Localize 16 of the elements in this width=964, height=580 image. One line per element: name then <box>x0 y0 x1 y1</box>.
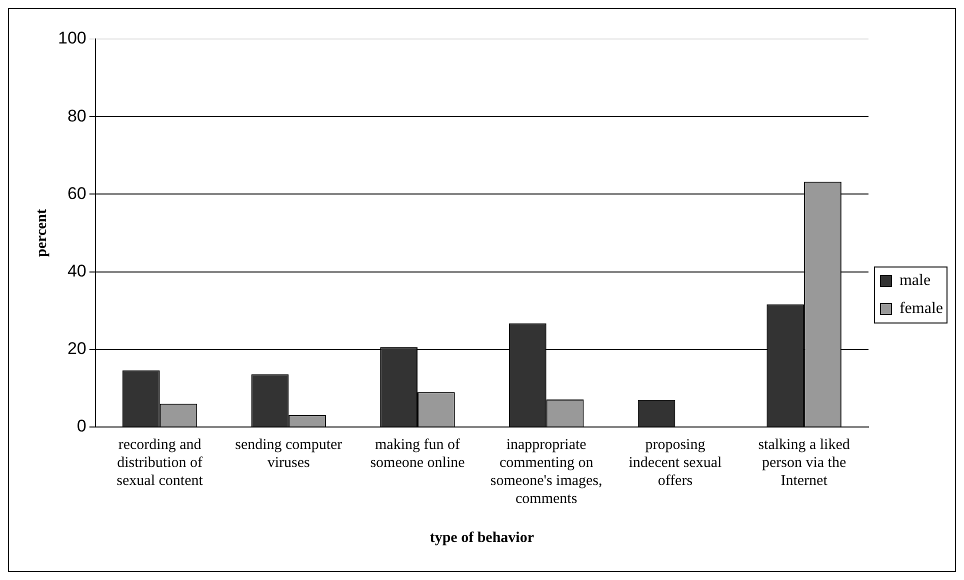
y-tick-label: 40 <box>67 261 86 280</box>
y-tick-label: 20 <box>67 339 86 358</box>
y-tick-label: 60 <box>67 184 86 203</box>
x-tick-label: stalking a liked person via the Internet <box>758 436 850 489</box>
y-axis-title: percent <box>34 208 50 258</box>
x-tick-label: recording and distribution of sexual content <box>116 436 204 489</box>
x-tick-label: inappropriate commenting on someone's images, comments <box>490 436 602 507</box>
x-tick-label: making fun of someone online <box>370 436 466 471</box>
x-tick-label: proposing indecent sexual offers <box>628 436 722 489</box>
y-tick-label: 0 <box>76 416 86 436</box>
legend-label: male <box>899 272 931 290</box>
x-tick-label: sending computer viruses <box>235 436 342 471</box>
legend-label: female <box>899 300 944 318</box>
y-tick-label: 80 <box>67 106 86 126</box>
y-tick-label: 100 <box>58 28 86 48</box>
x-axis-title: type of behavior <box>430 530 534 546</box>
